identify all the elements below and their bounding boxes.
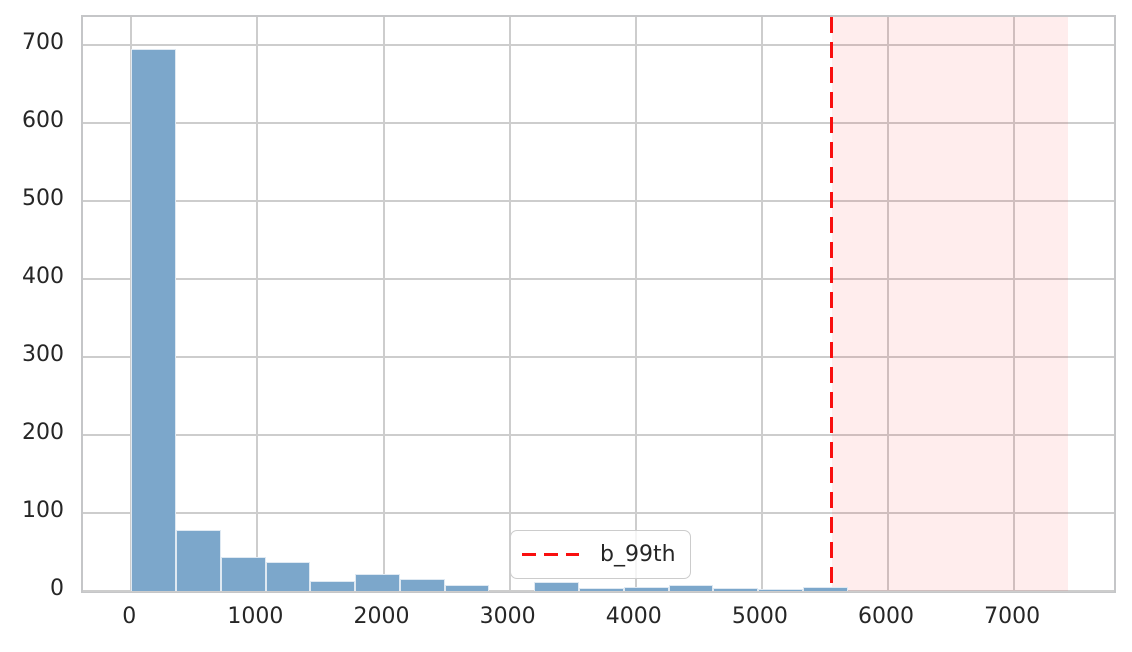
x-tick-label: 6000 <box>857 604 914 629</box>
histogram-bar <box>534 582 579 591</box>
histogram-bar <box>131 48 177 591</box>
y-tick-label: 100 <box>22 498 64 523</box>
histogram-bar <box>668 584 714 591</box>
y-gridline <box>83 44 1114 47</box>
x-gridline <box>886 17 889 591</box>
y-tick-label: 600 <box>22 108 64 134</box>
y-tick-label: 200 <box>22 420 64 446</box>
x-gridline <box>508 17 511 591</box>
y-gridline <box>83 278 1114 281</box>
y-tick-label: 0 <box>50 576 64 601</box>
x-tick-label: 4000 <box>605 604 662 629</box>
x-tick-label: 5000 <box>731 604 788 629</box>
x-gridline <box>1013 17 1016 591</box>
histogram-bar <box>265 562 311 591</box>
x-tick-label: 1000 <box>227 604 284 629</box>
x-gridline <box>760 17 763 591</box>
x-tick-label: 0 <box>122 604 137 629</box>
y-gridline <box>83 122 1114 125</box>
histogram-bar <box>444 584 490 591</box>
shaded-span <box>831 17 1068 591</box>
histogram-bar <box>355 573 400 591</box>
y-gridline <box>83 356 1114 359</box>
histogram-bar <box>220 556 266 591</box>
histogram-bar <box>310 580 356 591</box>
x-tick-label: 7000 <box>984 604 1041 629</box>
histogram-bar <box>579 587 624 591</box>
y-gridline <box>83 200 1114 203</box>
legend-label: b_99th <box>600 542 676 567</box>
histogram-bar <box>713 587 759 591</box>
x-tick-label: 2000 <box>353 604 410 629</box>
y-tick-label: 500 <box>22 186 64 212</box>
histogram-bar <box>758 588 803 591</box>
y-tick-label: 300 <box>22 342 64 368</box>
y-tick-label: 400 <box>22 264 64 290</box>
y-gridline <box>83 590 1114 592</box>
y-tick-label: 700 <box>22 30 64 56</box>
x-gridline <box>256 17 259 591</box>
legend: b_99th <box>510 530 691 579</box>
x-gridline <box>634 17 637 591</box>
x-gridline <box>382 17 385 591</box>
percentile-vline <box>830 17 834 591</box>
x-tick-label: 3000 <box>479 604 536 629</box>
plot-area: b_99th <box>81 15 1116 593</box>
red-dashed-line-icon <box>522 552 579 557</box>
y-gridline <box>83 434 1114 437</box>
histogram-bar <box>623 587 669 591</box>
histogram-bar <box>176 530 221 591</box>
histogram-bar <box>802 587 848 591</box>
y-gridline <box>83 512 1114 514</box>
histogram-bar <box>399 579 445 591</box>
